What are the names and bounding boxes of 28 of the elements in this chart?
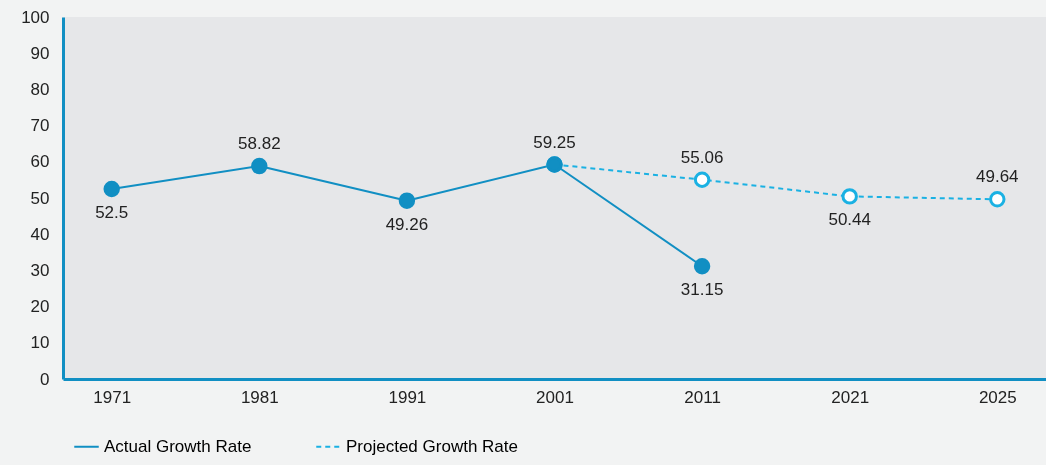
x-tick-label: 2021: [831, 387, 870, 407]
y-tick-label: 10: [30, 333, 50, 353]
y-tick-label: 0: [40, 369, 50, 389]
data-label: 49.64: [976, 167, 1019, 187]
y-tick-label: 30: [30, 260, 50, 280]
data-label: 58.82: [238, 134, 281, 154]
data-label: 49.26: [385, 214, 429, 234]
x-tick-label: 1991: [388, 387, 427, 407]
y-tick-label: 60: [30, 152, 50, 172]
x-tick-label: 2001: [536, 387, 574, 407]
y-tick-label: 50: [30, 188, 50, 208]
x-tick-label: 2025: [978, 387, 1017, 407]
data-label: 59.25: [533, 132, 576, 152]
data-label: 31.15: [680, 280, 724, 300]
y-tick-label: 80: [30, 79, 50, 99]
x-tick-label: 1981: [240, 387, 279, 407]
y-tick-label: 90: [30, 43, 50, 63]
data-label: 52.5: [95, 202, 129, 222]
x-tick-label: 1971: [93, 387, 132, 407]
x-tick-label: 2011: [684, 387, 721, 407]
data-label: 55.06: [680, 147, 724, 167]
y-tick-label: 40: [30, 224, 50, 244]
legend-label: Projected Growth Rate: [346, 436, 518, 456]
y-tick-label: 100: [21, 7, 50, 27]
data-label: 50.44: [828, 210, 871, 230]
y-tick-label: 70: [30, 116, 50, 136]
legend-label: Actual Growth Rate: [104, 436, 252, 456]
y-tick-label: 20: [30, 297, 50, 317]
